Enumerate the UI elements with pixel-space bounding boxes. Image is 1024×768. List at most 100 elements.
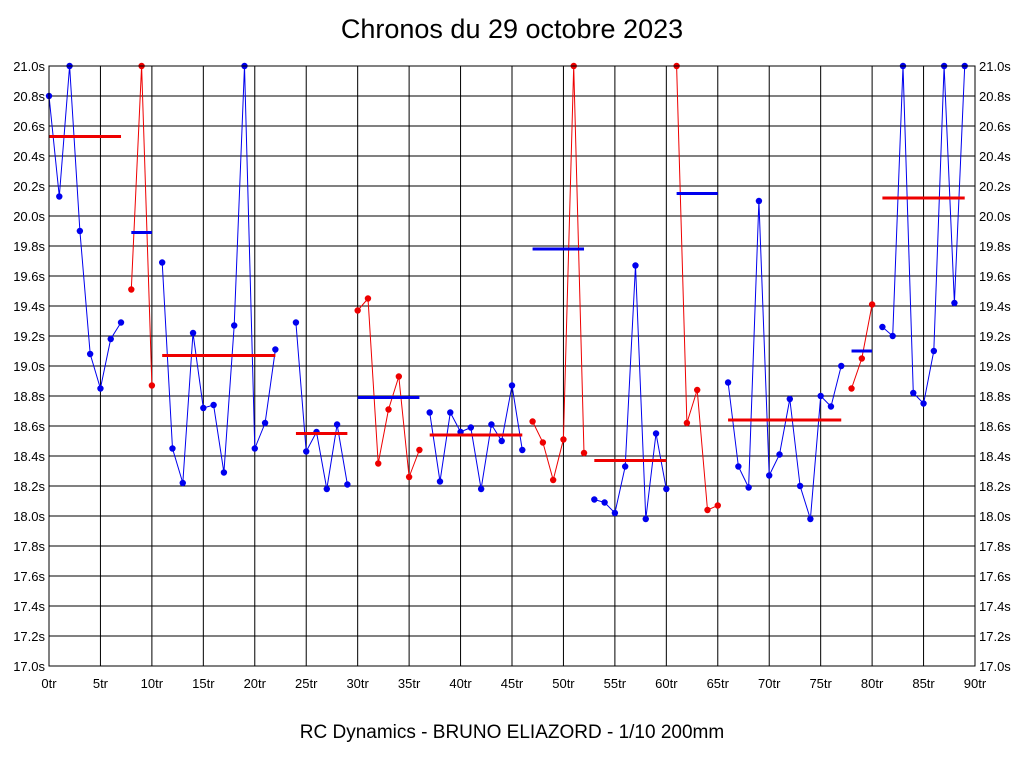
lap-point <box>755 197 763 205</box>
y-tick-label: 18.0s <box>13 509 45 524</box>
y-tick-label-right: 19.8s <box>979 239 1011 254</box>
lap-point <box>292 319 300 326</box>
y-tick-label: 20.6s <box>13 119 45 134</box>
y-tick-label-right: 18.2s <box>979 479 1011 494</box>
lap-point <box>796 482 804 490</box>
lap-point <box>549 476 557 484</box>
y-tick-label: 19.6s <box>13 269 45 284</box>
lap-point <box>611 509 619 517</box>
y-tick-label-right: 20.8s <box>979 89 1011 104</box>
y-tick-label-right: 20.4s <box>979 149 1011 164</box>
series-line-red <box>851 304 873 389</box>
x-axis: 0tr 5tr 10tr 15tr 20tr 25tr 30tr 35tr 40tr 45tr 50… <box>41 676 986 691</box>
lap-point <box>86 350 94 358</box>
y-tick-label: 18.4s <box>13 449 45 464</box>
lap-point <box>889 332 896 340</box>
lap-point <box>745 484 752 491</box>
lap-point <box>416 446 423 454</box>
y-tick-label-right: 18.0s <box>979 509 1011 524</box>
lap-point <box>652 430 660 437</box>
lap-point <box>169 445 176 452</box>
x-tick-label: 80tr <box>861 676 884 691</box>
lap-point <box>128 286 135 293</box>
y-tick-label-right: 20.2s <box>979 179 1011 194</box>
y-axis-left: 17.0s 17.2s 17.4s 17.6s 17.8s 18.0s 18.2s 18.4s… <box>13 59 45 674</box>
lap-point <box>272 346 279 353</box>
lap-point <box>303 448 310 455</box>
y-tick-label-right: 18.8s <box>979 389 1011 404</box>
y-tick-label: 20.2s <box>13 179 45 194</box>
series-line-blue <box>727 200 842 520</box>
lap-point <box>354 307 361 314</box>
lap-point <box>385 406 392 413</box>
x-tick-label: 75tr <box>809 676 832 691</box>
y-tick-label-right: 19.6s <box>979 269 1011 284</box>
lap-point <box>714 502 721 509</box>
series-line-red <box>676 65 719 511</box>
x-tick-label: 50tr <box>552 676 575 691</box>
y-tick-label: 21.0s <box>13 59 45 74</box>
lap-point <box>364 295 372 302</box>
y-tick-label-right: 17.6s <box>979 569 1011 584</box>
y-tick-label: 20.8s <box>13 89 45 104</box>
lap-point <box>694 386 701 394</box>
lap-point <box>488 421 495 428</box>
y-tick-label-right: 17.4s <box>979 599 1011 614</box>
lap-point <box>158 259 166 266</box>
grid <box>48 65 976 667</box>
plot-frame <box>48 65 976 667</box>
lap-point <box>395 373 403 380</box>
y-tick-label-right: 17.0s <box>979 659 1011 674</box>
lap-point <box>539 439 547 446</box>
lap-point <box>447 409 454 416</box>
y-tick-label-right: 17.8s <box>979 539 1011 554</box>
lap-point <box>426 409 433 416</box>
lap-point <box>107 335 114 343</box>
y-tick-label: 19.2s <box>13 329 45 344</box>
x-tick-label: 25tr <box>295 676 318 691</box>
series <box>45 62 968 523</box>
lap-point <box>251 445 258 452</box>
lap-point <box>375 460 382 467</box>
series-line-blue <box>429 385 523 490</box>
x-tick-label: 70tr <box>758 676 781 691</box>
average-bars <box>49 135 965 462</box>
lap-point <box>467 424 475 431</box>
lap-point <box>56 193 63 200</box>
lap-point <box>868 301 876 308</box>
lap-point <box>117 319 125 326</box>
y-tick-label: 17.2s <box>13 629 45 644</box>
lap-point <box>179 479 186 487</box>
y-tick-label-right: 20.6s <box>979 119 1011 134</box>
lap-point <box>498 437 505 445</box>
lap-point <box>704 506 711 514</box>
y-tick-label-right: 18.6s <box>979 419 1011 434</box>
lap-point <box>591 496 598 503</box>
lap-point <box>508 382 516 389</box>
y-tick-label: 17.8s <box>13 539 45 554</box>
y-tick-label: 19.4s <box>13 299 45 314</box>
lap-point <box>951 299 958 307</box>
lap-point <box>663 485 670 493</box>
x-tick-label: 55tr <box>604 676 627 691</box>
x-tick-label: 90tr <box>964 676 987 691</box>
y-tick-label: 19.0s <box>13 359 45 374</box>
lap-point <box>817 392 824 400</box>
lap-point <box>529 418 536 425</box>
x-tick-label: 45tr <box>501 676 524 691</box>
x-tick-label: 65tr <box>707 676 730 691</box>
lap-point <box>683 419 691 427</box>
series-line-blue <box>594 265 667 520</box>
lap-point <box>436 478 444 485</box>
lap-point <box>920 400 927 407</box>
lap-point <box>601 499 608 506</box>
lap-point <box>477 485 485 493</box>
y-tick-label-right: 17.2s <box>979 629 1011 644</box>
lap-point <box>838 362 845 370</box>
x-tick-label: 5tr <box>93 676 109 691</box>
y-tick-label-right: 21.0s <box>979 59 1011 74</box>
y-tick-label: 17.6s <box>13 569 45 584</box>
lap-point <box>76 227 84 235</box>
y-tick-label: 17.4s <box>13 599 45 614</box>
y-tick-label-right: 19.2s <box>979 329 1011 344</box>
